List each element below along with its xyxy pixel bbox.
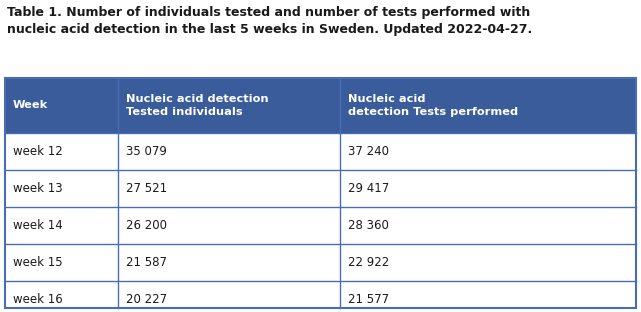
Text: week 16: week 16 [13,293,63,306]
Text: 20 227: 20 227 [126,293,167,306]
Text: 22 922: 22 922 [348,256,389,269]
Text: 35 079: 35 079 [126,145,167,158]
Text: Nucleic acid
detection Tests performed: Nucleic acid detection Tests performed [348,94,518,117]
Text: 29 417: 29 417 [348,182,389,195]
Text: 28 360: 28 360 [348,219,389,232]
Text: 21 577: 21 577 [348,293,389,306]
Text: 26 200: 26 200 [126,219,167,232]
Text: Week: Week [13,100,48,110]
Text: 21 587: 21 587 [126,256,167,269]
Bar [5,78,636,308]
Text: 37 240: 37 240 [348,145,389,158]
Text: week 13: week 13 [13,182,63,195]
Text: week 14: week 14 [13,219,63,232]
Text: Nucleic acid detection
Tested individuals: Nucleic acid detection Tested individual… [126,94,269,117]
Text: week 15: week 15 [13,256,63,269]
Bar [5,78,636,133]
Text: week 12: week 12 [13,145,63,158]
Text: 27 521: 27 521 [126,182,167,195]
Text: Table 1. Number of individuals tested and number of tests performed with
nucleic: Table 1. Number of individuals tested an… [7,6,532,36]
